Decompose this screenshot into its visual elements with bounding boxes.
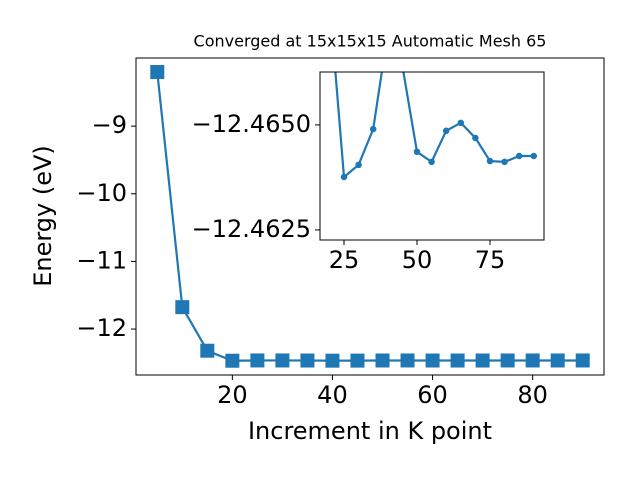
y-tick-label: −12 [76, 314, 127, 342]
marker [525, 353, 540, 368]
marker [475, 353, 490, 368]
marker [428, 158, 435, 166]
x-axis-label: Increment in K point [248, 417, 492, 445]
marker [550, 353, 565, 368]
axes-frame [135, 57, 605, 376]
x-tick-label: 75 [475, 246, 506, 274]
y-tick-label: −12.4625 [192, 215, 311, 243]
marker [501, 158, 508, 166]
marker [375, 353, 390, 368]
marker [457, 119, 465, 127]
marker [515, 152, 523, 160]
marker [442, 127, 450, 135]
plot-area [320, 72, 544, 240]
marker [450, 353, 465, 368]
y-tick-label: −11 [76, 246, 127, 274]
marker [369, 125, 377, 133]
marker [472, 134, 479, 142]
marker [200, 343, 215, 358]
y-tick-label: −12.4650 [192, 110, 311, 138]
marker [400, 353, 415, 368]
marker [486, 157, 494, 165]
marker [425, 353, 440, 368]
x-tick-label: 60 [417, 381, 448, 409]
axes-frame [319, 71, 545, 241]
marker [350, 353, 365, 368]
marker [325, 353, 340, 368]
marker [575, 353, 590, 368]
marker [250, 353, 265, 368]
x-tick-label: 50 [402, 246, 433, 274]
marker [355, 161, 362, 169]
marker [225, 353, 240, 368]
marker [340, 173, 348, 181]
y-tick-label: −10 [76, 179, 127, 207]
y-axis-label: Energy (eV) [29, 145, 57, 287]
marker [413, 148, 421, 156]
marker [530, 152, 538, 160]
x-tick-label: 40 [317, 381, 348, 409]
marker [150, 65, 165, 80]
x-tick-label: 80 [517, 381, 548, 409]
plot-clip [326, 0, 538, 181]
marker [326, 0, 333, 2]
chart-title: Converged at 15x15x15 Automatic Mesh 65 [194, 32, 547, 51]
marker [300, 353, 315, 368]
y-tick-label: −9 [92, 111, 127, 139]
marker [275, 353, 290, 368]
marker [500, 353, 515, 368]
x-tick-label: 20 [217, 381, 248, 409]
x-tick-label: 25 [329, 246, 360, 274]
plot-clip [150, 65, 590, 368]
marker [175, 300, 190, 315]
